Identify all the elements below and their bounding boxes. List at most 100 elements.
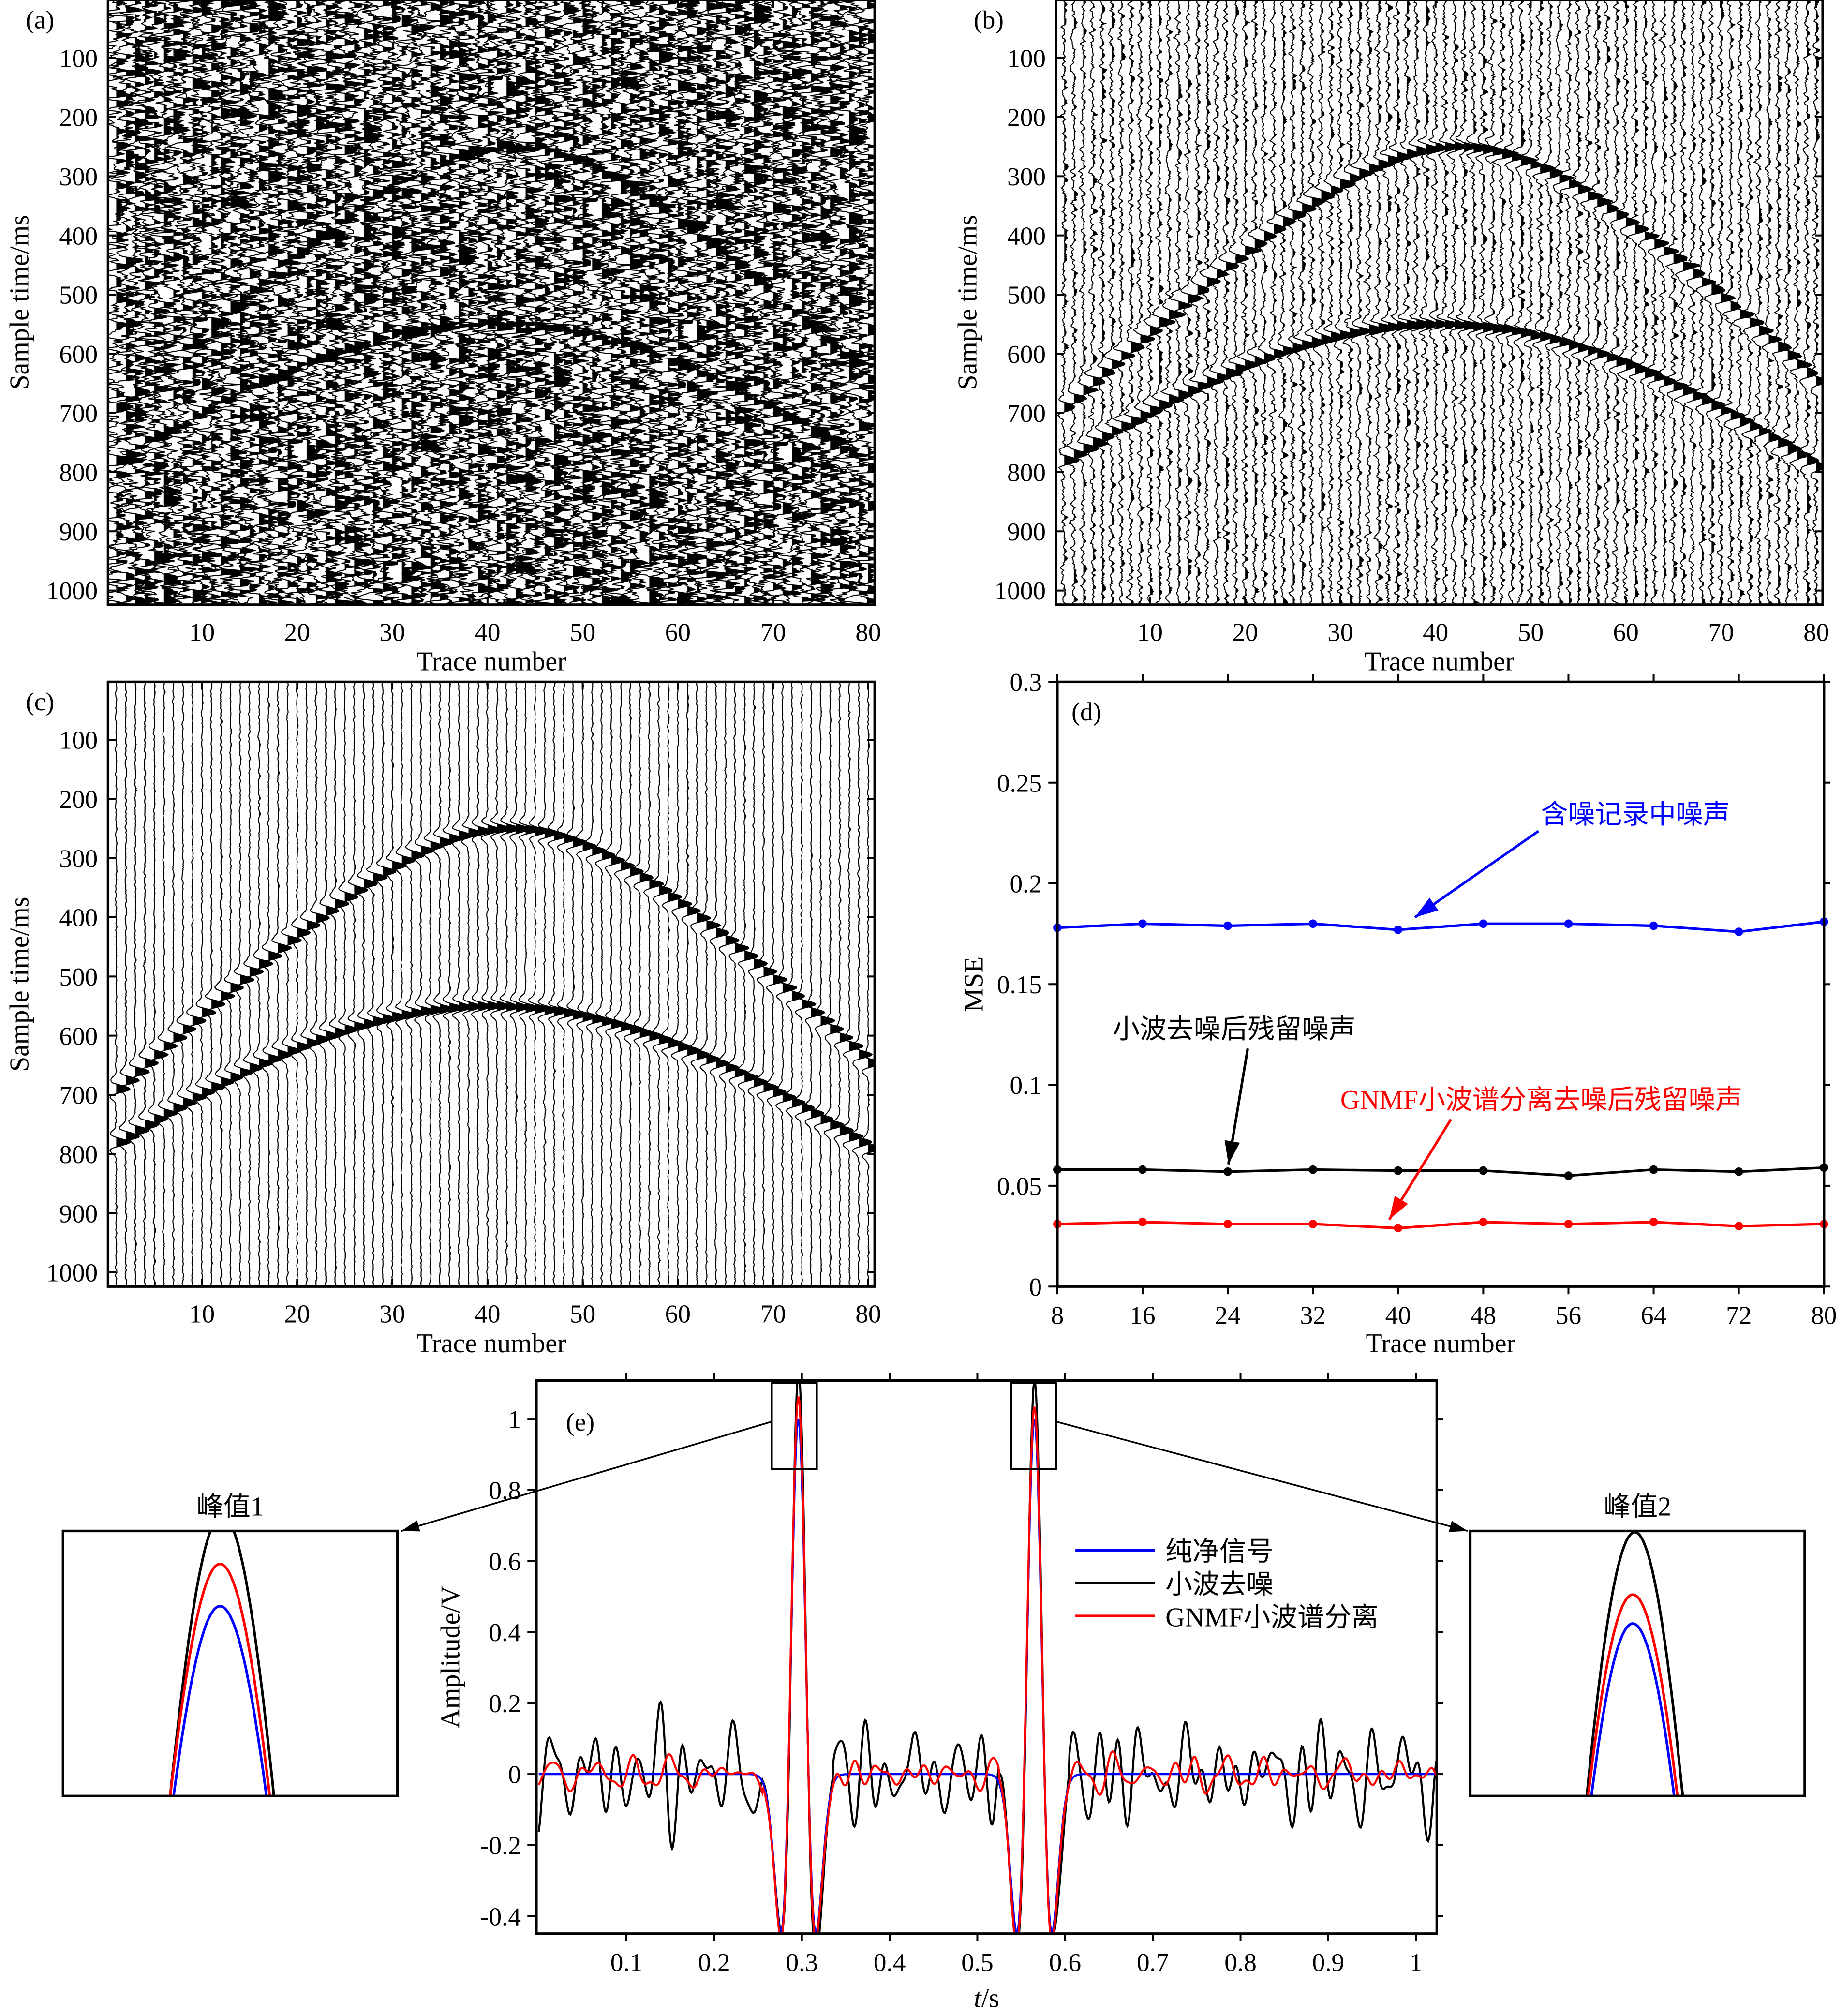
x-tick-label: 8 xyxy=(1051,1301,1064,1329)
data-point xyxy=(1735,1167,1743,1176)
trace-fill xyxy=(687,681,700,1287)
trace-fill xyxy=(193,681,207,1287)
trace-fill xyxy=(1198,0,1212,605)
inset-series-line-1 xyxy=(169,1515,274,1803)
trace-fill xyxy=(1560,0,1576,605)
trace-wiggle xyxy=(577,681,596,1286)
trace-fill xyxy=(126,681,139,1287)
trace-wiggle xyxy=(1409,0,1431,605)
trace-fill xyxy=(383,681,396,1287)
trace-fill xyxy=(1530,0,1542,605)
trace-wiggle xyxy=(738,681,758,1286)
trace-wiggle xyxy=(833,681,853,1286)
trace-wiggle xyxy=(1418,0,1441,605)
trace-wiggle xyxy=(671,681,691,1286)
trace-fill xyxy=(849,681,863,1287)
legend-label: GNMF小波谱分离 xyxy=(1165,1602,1378,1632)
trace-wiggle xyxy=(1638,0,1660,605)
y-tick-label: 600 xyxy=(59,1022,98,1050)
trace-wiggle xyxy=(795,681,816,1286)
x-tick-label: 20 xyxy=(1233,618,1258,646)
trace-wiggle xyxy=(148,681,168,1286)
x-tick-label: 1 xyxy=(1410,1948,1423,1977)
y-tick-label: 800 xyxy=(59,459,98,487)
y-tick-label: 0.3 xyxy=(1010,668,1041,697)
y-tick-label: 500 xyxy=(59,963,98,991)
data-point xyxy=(1394,1224,1402,1233)
trace-fill xyxy=(668,681,682,1287)
x-tick-label: 40 xyxy=(1423,618,1448,646)
data-point xyxy=(1564,920,1573,928)
trace-wiggle xyxy=(243,681,263,1286)
trace-fill xyxy=(1607,0,1620,605)
x-tick-label: 80 xyxy=(1803,618,1829,646)
trace-fill xyxy=(421,681,434,1287)
trace-wiggle xyxy=(443,681,463,1286)
data-point xyxy=(1138,1218,1147,1226)
trace-wiggle xyxy=(177,681,196,1286)
peak-inset-2 xyxy=(1587,1532,1682,1808)
series-line-0 xyxy=(539,1419,1436,1933)
trace-fill xyxy=(649,681,664,1287)
trace-wiggle xyxy=(815,681,835,1286)
trace-fill xyxy=(1283,0,1298,605)
trace-wiggle xyxy=(862,681,882,1286)
y-tick-label: 300 xyxy=(1007,163,1046,191)
trace-fill xyxy=(173,681,187,1287)
series-line-2 xyxy=(539,1397,1436,1946)
trace-fill xyxy=(516,681,530,1287)
seismic-panel-b xyxy=(1056,0,1830,605)
x-axis-label-var: t xyxy=(974,1983,982,2013)
trace-wiggle xyxy=(1303,0,1326,605)
trace-fill xyxy=(526,681,539,1287)
trace-wiggle xyxy=(1476,0,1500,605)
trace-wiggle xyxy=(1370,0,1396,605)
x-tick-label: 70 xyxy=(760,1300,786,1329)
trace-wiggle xyxy=(253,681,273,1286)
x-tick-label: 60 xyxy=(665,618,691,646)
trace-fill xyxy=(297,681,311,1287)
panel-label: (c) xyxy=(26,687,54,716)
trace-fill xyxy=(1322,0,1335,605)
data-point xyxy=(1223,1220,1232,1228)
trace-fill xyxy=(1121,0,1135,605)
legend-label: 纯净信号 xyxy=(1165,1537,1273,1567)
data-point xyxy=(1649,1218,1658,1226)
trace-fill xyxy=(735,681,749,1287)
trace-fill xyxy=(1074,0,1087,605)
inset-frame xyxy=(1470,1531,1804,1796)
trace-wiggle xyxy=(367,681,387,1286)
y-tick-label: 900 xyxy=(59,1199,98,1228)
trace-wiggle xyxy=(167,681,187,1286)
x-tick-label: 30 xyxy=(379,1300,405,1329)
trace-wiggle xyxy=(1276,0,1297,605)
data-point xyxy=(1308,1220,1317,1228)
x-tick-label: 70 xyxy=(1708,618,1734,646)
data-point xyxy=(1564,1171,1573,1180)
trace-fill xyxy=(259,681,273,1287)
x-tick-label: 10 xyxy=(189,618,215,646)
y-axis-label: Sample time/ms xyxy=(952,215,982,389)
panel-label: (b) xyxy=(974,6,1004,34)
series-0 xyxy=(1053,917,1828,936)
trace-wiggle xyxy=(643,681,664,1286)
trace-fill xyxy=(145,681,158,1287)
y-tick-label: 0 xyxy=(508,1761,521,1789)
plot-frame xyxy=(108,682,875,1286)
trace-wiggle xyxy=(481,681,501,1286)
trace-wiggle xyxy=(319,681,339,1286)
data-point xyxy=(1564,1220,1573,1228)
trace-fill xyxy=(335,681,349,1287)
y-tick-label: 300 xyxy=(59,163,98,191)
y-tick-label: 300 xyxy=(59,844,98,873)
y-tick-label: 900 xyxy=(59,518,98,546)
y-axis-label: Sample time/ms xyxy=(5,897,35,1072)
trace-wiggle xyxy=(1076,0,1098,605)
x-tick-label: 0.6 xyxy=(1049,1948,1081,1977)
trace-fill xyxy=(392,681,406,1287)
connector-line xyxy=(1056,1421,1468,1531)
x-axis-label: Trace number xyxy=(416,1329,566,1359)
trace-fill xyxy=(564,681,577,1287)
x-tick-label: 0.3 xyxy=(786,1948,818,1977)
trace-fill xyxy=(811,681,824,1287)
